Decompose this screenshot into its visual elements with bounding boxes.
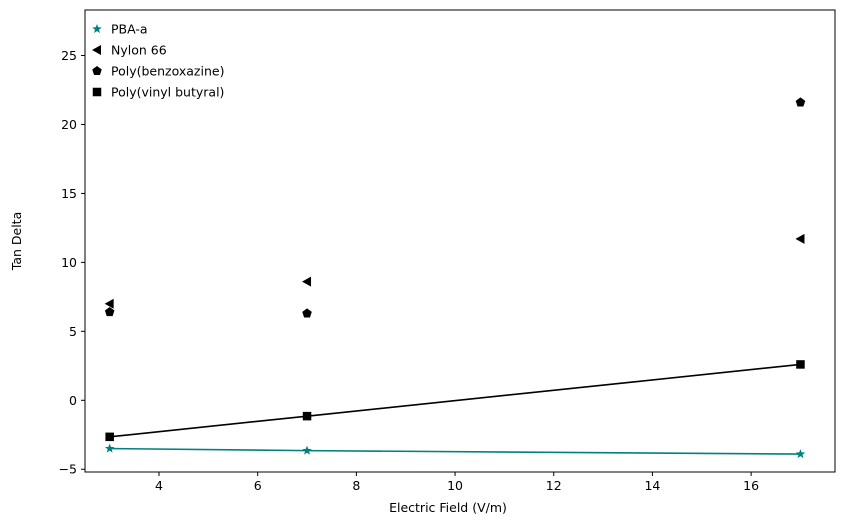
data-point-nylon-66	[795, 233, 805, 244]
legend: PBA-a Nylon 66 Poly(benzoxazine) Poly(vinyl…	[92, 22, 224, 100]
legend-label-poly-vinyl-butyral: Poly(vinyl butyral)	[111, 85, 224, 100]
x-tick-label: 4	[155, 478, 163, 493]
y-tick-label: 10	[61, 255, 77, 270]
data-point-poly-benzoxazine	[795, 97, 806, 107]
legend-marker-pba-a	[92, 24, 102, 34]
legend-label-nylon-66: Nylon 66	[111, 43, 167, 58]
data-point-pba-a	[302, 445, 312, 455]
x-axis-label: Electric Field (V/m)	[389, 500, 507, 515]
x-tick-label: 10	[447, 478, 463, 493]
data-point-poly-benzoxazine	[104, 307, 115, 317]
y-tick-label: 25	[61, 48, 77, 63]
legend-marker-nylon-66	[92, 45, 101, 55]
y-tick-label: 20	[61, 117, 77, 132]
x-tick-label: 6	[254, 478, 262, 493]
data-point-nylon-66	[104, 298, 114, 309]
data-point-poly-vinyl-butyral	[796, 360, 805, 369]
x-tick-label: 16	[743, 478, 759, 493]
y-tick-label: 5	[69, 324, 77, 339]
data-point-pba-a	[104, 443, 115, 453]
y-axis-label: Tan Delta	[9, 212, 24, 271]
x-axis-ticks: 4 6 8 10 12 14 16	[155, 472, 759, 493]
x-tick-label: 14	[644, 478, 660, 493]
legend-label-pba-a: PBA-a	[111, 22, 148, 37]
data-point-poly-vinyl-butyral	[105, 432, 114, 442]
data-point-pba-a	[795, 449, 806, 459]
y-tick-label: 15	[61, 186, 77, 201]
data-point-nylon-66	[302, 276, 312, 287]
plot-frame	[84, 9, 836, 473]
y-axis-ticks: −5 0 5 10 15 20 25	[59, 48, 85, 477]
y-tick-label: −5	[59, 462, 77, 477]
data-point-poly-vinyl-butyral	[302, 411, 312, 421]
legend-marker-poly-vinyl-butyral	[92, 87, 102, 97]
x-tick-label: 8	[352, 478, 360, 493]
series-markers	[104, 97, 806, 459]
legend-label-poly-benzoxazine: Poly(benzoxazine)	[111, 64, 224, 79]
legend-marker-poly-benzoxazine	[92, 66, 102, 76]
x-tick-label: 12	[546, 478, 562, 493]
data-point-poly-benzoxazine	[302, 308, 312, 318]
y-tick-label: 0	[69, 393, 77, 408]
plot-background	[85, 10, 835, 472]
